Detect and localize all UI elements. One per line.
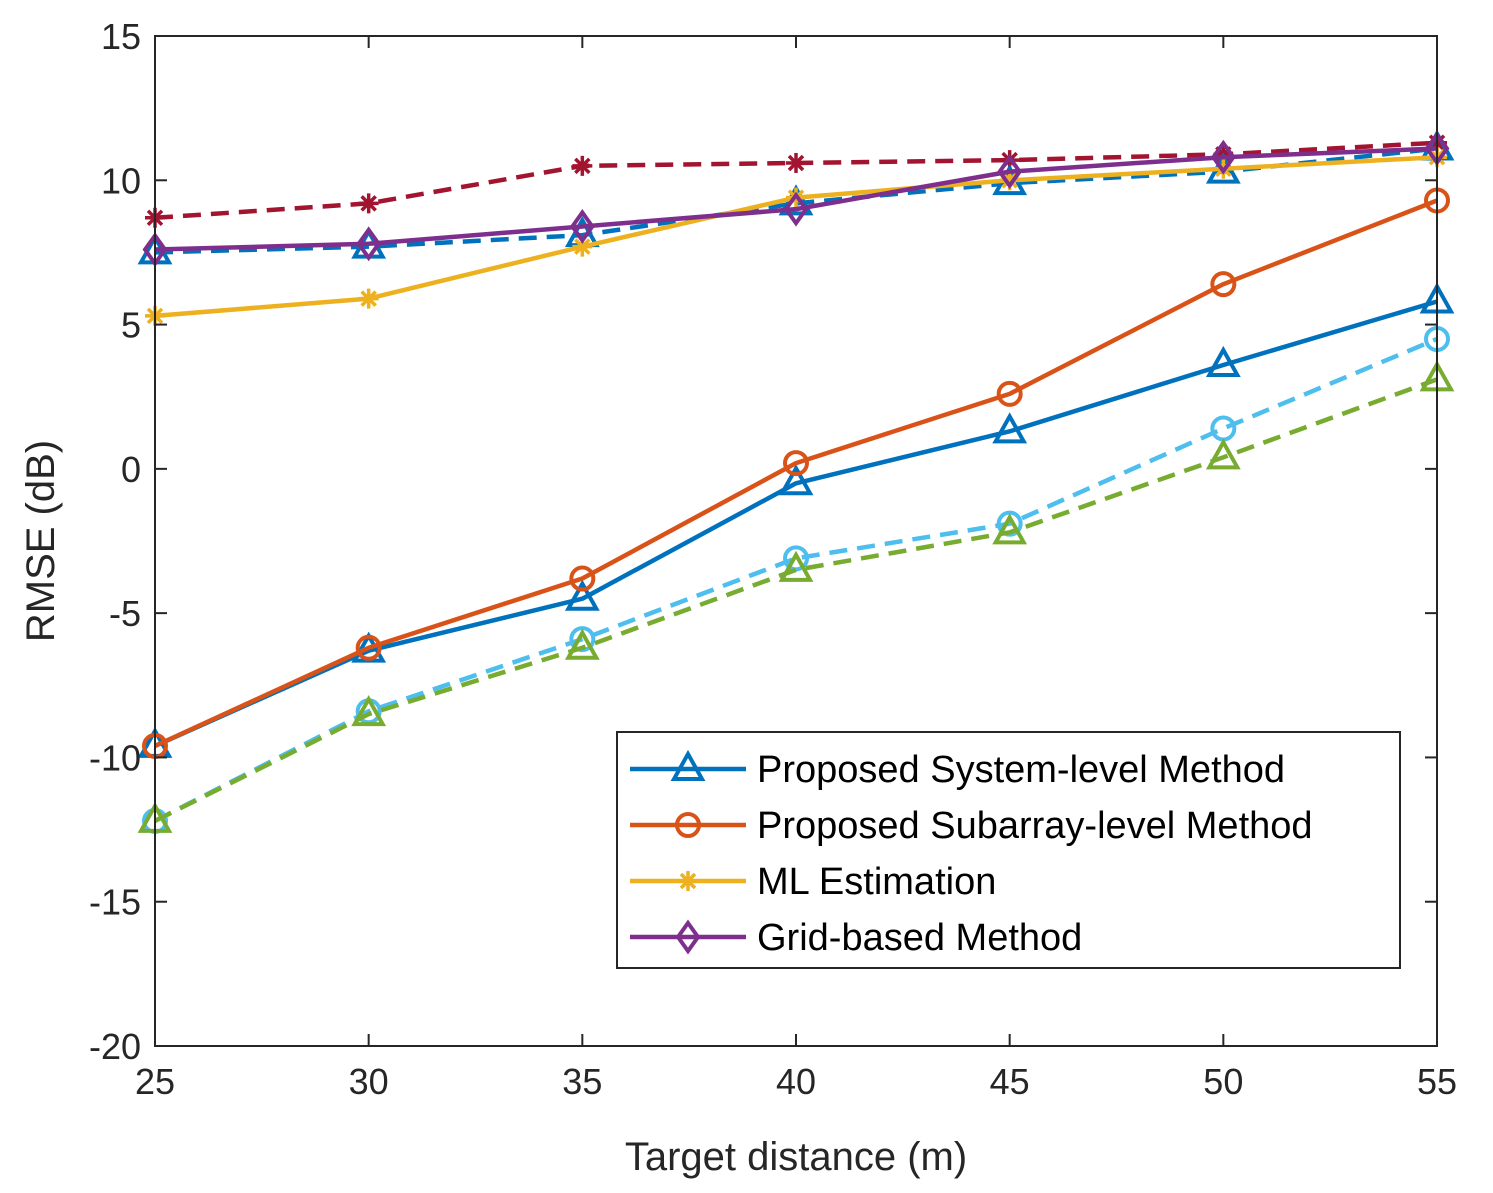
series-3	[142, 131, 1450, 267]
series-7-point-3-shape	[778, 550, 814, 582]
y-tick-label-4: 0	[121, 449, 141, 490]
series-0-point-4	[992, 412, 1028, 444]
series-7-point-2	[564, 628, 600, 660]
series-3-line	[154, 146, 1438, 252]
series-1-point-1-shape	[355, 634, 382, 661]
series-7-point-4	[992, 513, 1028, 545]
y-tick-label-2: -10	[89, 737, 141, 778]
series-4-point-3-stroke-3	[787, 154, 805, 172]
series-3-point-4	[997, 154, 1023, 190]
legend-entry-2-label: ML Estimation	[757, 861, 996, 903]
legend: Proposed System-level Method Proposed Sub…	[616, 731, 1401, 969]
series-4-point-2-stroke-3	[574, 157, 591, 175]
legend-entry-2-marker	[678, 871, 698, 891]
legend-box	[616, 731, 1401, 969]
y-tick-label-0: -20	[89, 1026, 141, 1067]
series-3-point-2-shape	[569, 209, 595, 244]
x-tick-label-6: 55	[1417, 1061, 1457, 1102]
series-6-point-3	[783, 545, 809, 572]
series-1-point-3	[783, 450, 809, 477]
series-3-point-3	[783, 191, 809, 227]
series-0-point-5-shape	[1205, 345, 1241, 377]
y-tick-label-6: 10	[101, 160, 141, 201]
series-6-point-3-shape	[783, 545, 809, 572]
series-2-point-4	[999, 170, 1020, 191]
legend-entry-1-marker	[675, 812, 701, 838]
x-tick-label-3: 40	[776, 1061, 816, 1102]
series-0-point-2-shape	[564, 579, 600, 611]
series-4-point-1	[358, 193, 379, 214]
series-1-point-2	[569, 565, 596, 592]
series-1-point-3-shape	[783, 450, 809, 477]
series-3-point-2	[569, 209, 595, 244]
legend-entry-1-marker-shape	[675, 812, 701, 838]
legend-entry-2: ML Estimation	[630, 861, 996, 903]
legend-entry-3-marker	[675, 919, 701, 955]
series-2-point-4-stroke-3	[1001, 172, 1018, 189]
series-6-point-4	[996, 510, 1023, 537]
series-0-point-5	[1205, 345, 1241, 377]
y-tick-label-5: 5	[121, 305, 141, 346]
legend-entry-0: Proposed System-level Method	[630, 749, 1285, 791]
series-0-point-4-shape	[992, 412, 1028, 444]
series-7-point-3	[778, 550, 814, 582]
x-tick-label-0: 25	[135, 1061, 175, 1102]
x-axis-title: Target distance (m)	[625, 1135, 967, 1179]
axes-layer: 25 30 35 40 45 50 55 -20 -15 -10 -5 0 5 10 15	[89, 16, 1457, 1102]
series-2-point-1-stroke-3	[360, 290, 377, 307]
legend-entry-0-marker-shape	[670, 749, 706, 781]
x-tick-label-4: 45	[990, 1061, 1030, 1102]
series-0-point-2	[564, 579, 600, 611]
series-4-point-3	[786, 152, 806, 173]
series-7-point-1	[351, 695, 387, 727]
series-0-point-3-shape	[778, 464, 814, 496]
series-4-point-1-stroke-3	[360, 195, 377, 212]
legend-entry-3-label: Grid-based Method	[757, 917, 1082, 959]
series-2-point-2	[572, 236, 593, 257]
series-1-point-5-shape	[1210, 271, 1237, 298]
y-tick-label-7: 15	[101, 16, 141, 57]
x-tick-label-5: 50	[1203, 1061, 1243, 1102]
series-3-point-1-shape	[356, 226, 382, 262]
legend-entry-3: Grid-based Method	[630, 917, 1082, 959]
series-3-point-5-shape	[1210, 139, 1236, 175]
legend-entry-0-label: Proposed System-level Method	[757, 749, 1285, 791]
series-7-point-5-shape	[1205, 438, 1241, 470]
series-4-point-2	[572, 155, 593, 176]
series-3-point-3-shape	[783, 191, 809, 227]
legend-entry-1-label: Proposed Subarray-level Method	[757, 805, 1313, 847]
series-0-point-3	[778, 464, 814, 496]
legend-entry-2-marker-stroke-3	[679, 872, 697, 890]
series-7-point-1-shape	[351, 695, 387, 727]
legend-entry-0-marker	[670, 749, 706, 781]
series-1-point-5	[1210, 271, 1237, 298]
x-tick-label-1: 30	[349, 1061, 389, 1102]
legend-entry-3-marker-shape	[675, 919, 701, 955]
series-6-line	[153, 336, 1438, 823]
series-3-point-1	[356, 226, 382, 262]
series-2-point-2-stroke-3	[574, 238, 591, 255]
series-1-line	[154, 198, 1438, 748]
x-tick-label-2: 35	[562, 1061, 602, 1102]
series-6-point-4-shape	[996, 510, 1023, 537]
y-tick-label-1: -15	[89, 882, 141, 923]
y-axis-title: RMSE (dB)	[19, 440, 63, 642]
series-1-point-4-shape	[996, 380, 1023, 407]
series-1-point-2-shape	[569, 565, 596, 592]
series-1-point-4	[996, 380, 1023, 407]
series-3-point-4-shape	[997, 154, 1023, 190]
series-7-point-5	[1205, 438, 1241, 470]
legend-entry-1: Proposed Subarray-level Method	[630, 805, 1313, 847]
series-3-point-5	[1210, 139, 1236, 175]
series-7-point-2-shape	[564, 628, 600, 660]
series-1-point-1	[355, 634, 382, 661]
series-2-point-1	[358, 288, 379, 309]
series-7-line	[153, 377, 1438, 823]
y-tick-label-3: -5	[109, 593, 141, 634]
series-0-line	[154, 299, 1438, 748]
series-7-point-4-shape	[992, 513, 1028, 545]
